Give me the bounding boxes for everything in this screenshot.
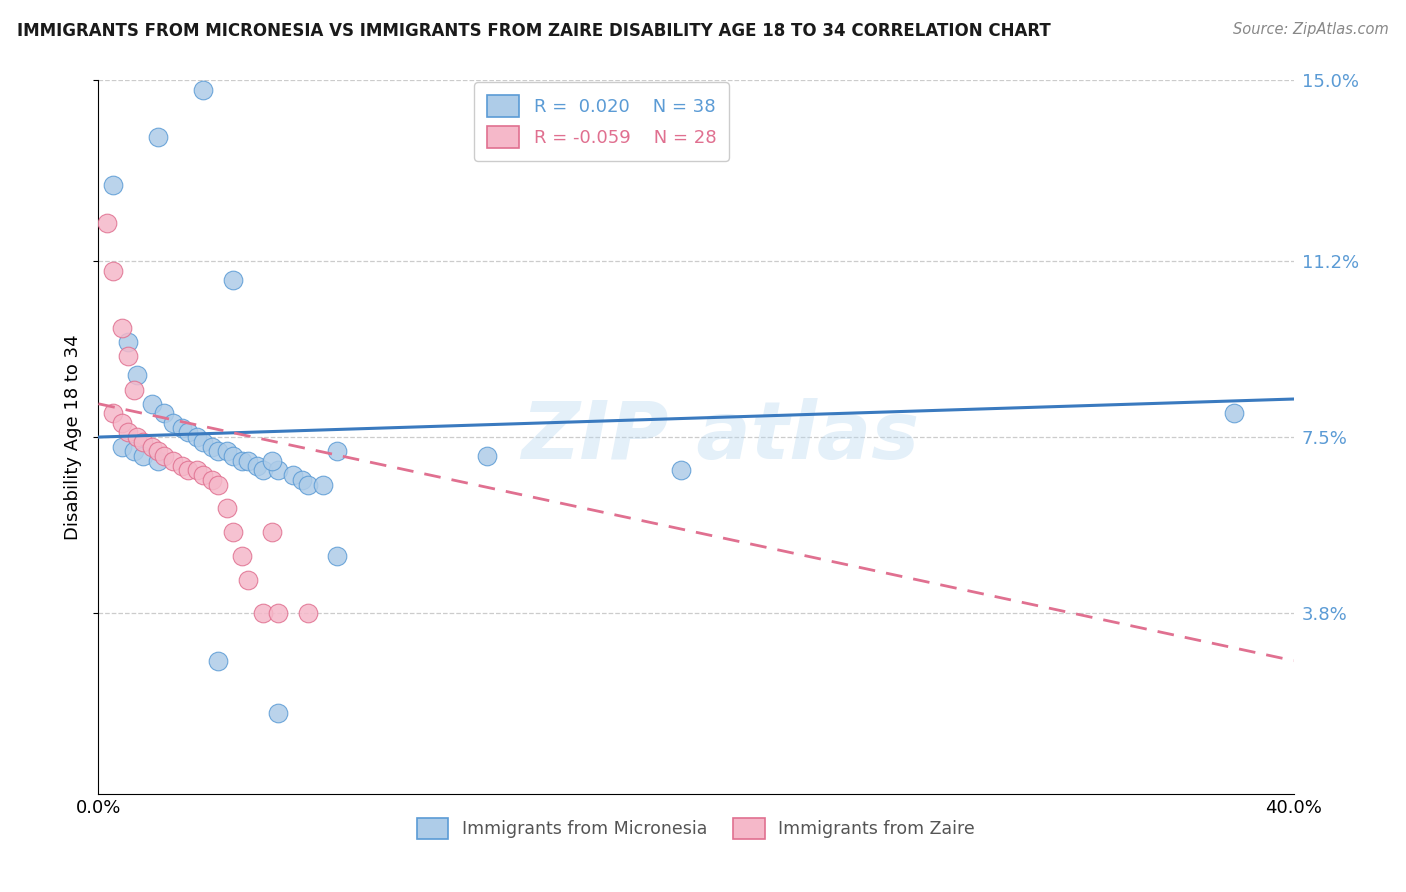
Point <box>222 449 245 463</box>
Point <box>215 501 238 516</box>
Point <box>281 468 304 483</box>
Point <box>153 449 176 463</box>
Point <box>111 320 134 334</box>
Point <box>117 349 139 363</box>
Point <box>207 654 229 668</box>
Point <box>252 606 274 620</box>
Point <box>103 406 125 420</box>
Text: IMMIGRANTS FROM MICRONESIA VS IMMIGRANTS FROM ZAIRE DISABILITY AGE 18 TO 34 CORR: IMMIGRANTS FROM MICRONESIA VS IMMIGRANTS… <box>17 22 1050 40</box>
Point <box>207 444 229 458</box>
Point <box>311 477 333 491</box>
Text: Source: ZipAtlas.com: Source: ZipAtlas.com <box>1233 22 1389 37</box>
Point <box>162 416 184 430</box>
Point <box>297 606 319 620</box>
Point <box>267 463 290 477</box>
Point <box>201 473 224 487</box>
Point <box>153 406 176 420</box>
Point <box>201 440 224 454</box>
Point <box>127 368 149 383</box>
Point <box>117 425 139 440</box>
Point <box>148 130 170 145</box>
Point <box>222 525 245 540</box>
Point <box>291 473 314 487</box>
Point <box>132 434 155 449</box>
Point <box>177 463 200 477</box>
Point <box>297 477 319 491</box>
Point <box>111 440 134 454</box>
Point <box>162 454 184 468</box>
Point <box>148 454 170 468</box>
Point <box>117 334 139 349</box>
Point <box>191 434 214 449</box>
Point <box>236 573 259 587</box>
Y-axis label: Disability Age 18 to 34: Disability Age 18 to 34 <box>65 334 83 540</box>
Point <box>172 458 194 473</box>
Point <box>191 468 214 483</box>
Point <box>141 397 163 411</box>
Point <box>260 525 283 540</box>
Point <box>191 83 214 97</box>
Point <box>103 263 125 277</box>
Point <box>326 549 349 563</box>
Point <box>1223 406 1246 420</box>
Point <box>111 416 134 430</box>
Point <box>252 463 274 477</box>
Point <box>124 444 146 458</box>
Point <box>96 216 118 230</box>
Point <box>141 440 163 454</box>
Point <box>124 383 146 397</box>
Point <box>186 463 208 477</box>
Point <box>260 454 283 468</box>
Point <box>267 706 290 720</box>
Point <box>267 606 290 620</box>
Point <box>475 449 498 463</box>
Point <box>236 454 259 468</box>
Point <box>231 454 253 468</box>
Point <box>103 178 125 192</box>
Point <box>177 425 200 440</box>
Point <box>669 463 692 477</box>
Point <box>246 458 269 473</box>
Point <box>172 420 194 434</box>
Point <box>132 449 155 463</box>
Point <box>222 273 245 287</box>
Text: ZIP atlas: ZIP atlas <box>520 398 920 476</box>
Point <box>148 444 170 458</box>
Point <box>186 430 208 444</box>
Point <box>127 430 149 444</box>
Point <box>326 444 349 458</box>
Point <box>231 549 253 563</box>
Point <box>207 477 229 491</box>
Point <box>215 444 238 458</box>
Legend: Immigrants from Micronesia, Immigrants from Zaire: Immigrants from Micronesia, Immigrants f… <box>409 811 983 846</box>
